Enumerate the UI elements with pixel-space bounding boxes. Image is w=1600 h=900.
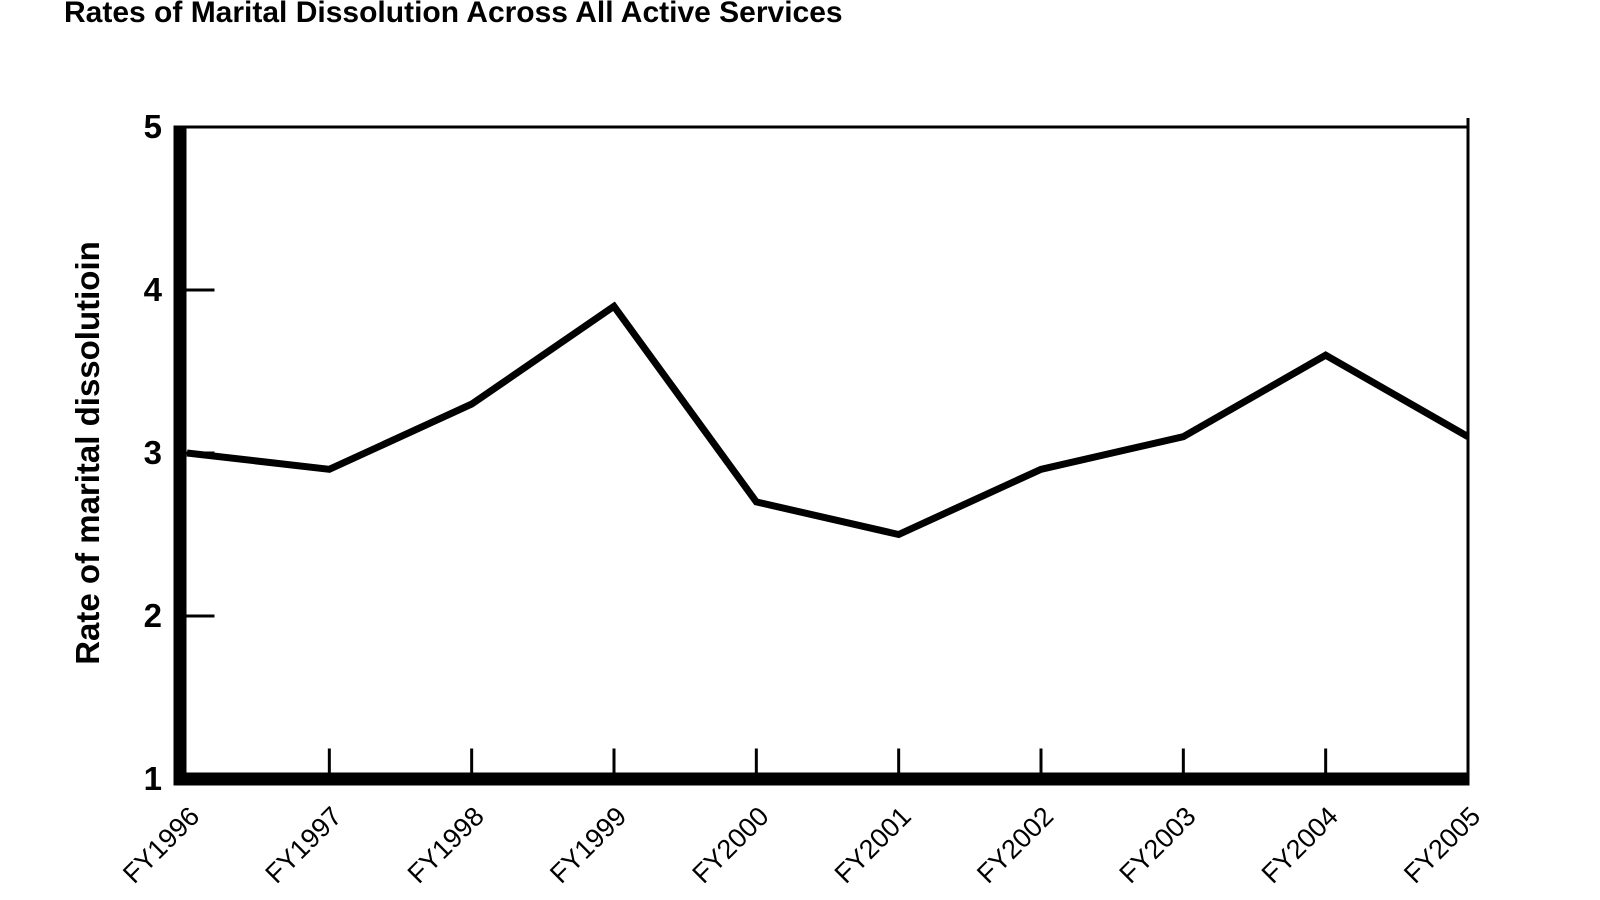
x-tick-label: FY2002 <box>971 801 1059 889</box>
x-tick-label: FY2003 <box>1113 801 1201 889</box>
x-tick-label: FY2005 <box>1398 801 1486 889</box>
y-tick-label: 2 <box>144 597 162 634</box>
x-tick-label: FY2000 <box>686 801 774 889</box>
x-tick-label: FY1996 <box>117 801 205 889</box>
x-tick-label: FY1998 <box>402 801 490 889</box>
y-tick-label: 3 <box>144 434 162 471</box>
x-tick-label: FY2004 <box>1256 801 1344 889</box>
y-tick-label: 5 <box>144 108 162 145</box>
x-tick-label: FY1999 <box>544 801 632 889</box>
x-tick-label: FY2001 <box>829 801 917 889</box>
data-line <box>186 301 1470 539</box>
x-tick-label: FY1997 <box>259 801 347 889</box>
chart-title: Rates of Marital Dissolution Across All … <box>64 0 843 29</box>
y-tick-label: 1 <box>144 760 162 797</box>
y-tick-label: 4 <box>144 271 163 308</box>
